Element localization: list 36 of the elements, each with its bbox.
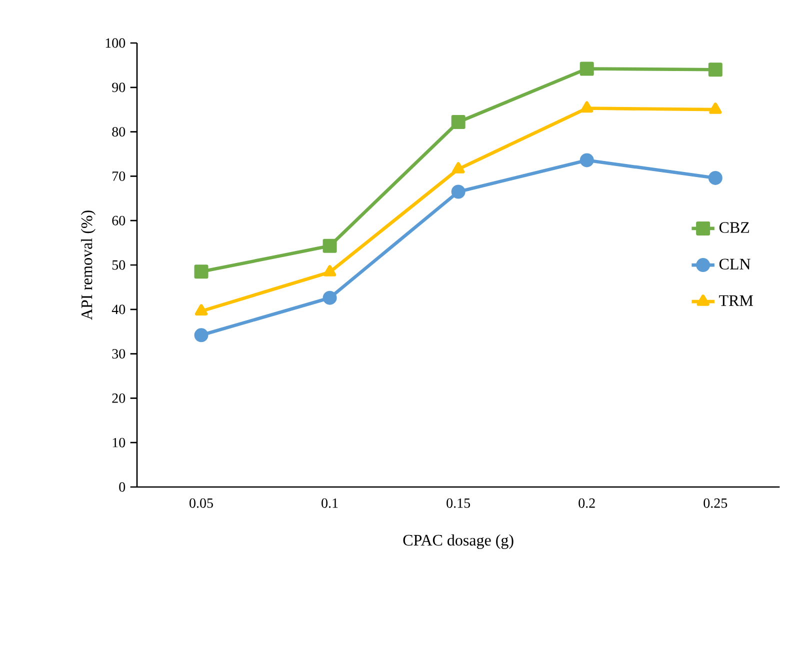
y-tick-label: 0: [119, 482, 126, 492]
point: [194, 328, 208, 342]
y-tick-label: 80: [112, 127, 126, 137]
point: [194, 304, 208, 316]
point: [580, 62, 594, 76]
point: [451, 184, 466, 199]
y-tick-label: 50: [112, 260, 126, 270]
y-tick-label: 10: [112, 438, 126, 448]
legend-label: CLN: [719, 258, 750, 270]
legend-label: CBZ: [719, 222, 750, 233]
x-tick-label: 0.15: [446, 498, 470, 508]
y-axis-title: API removal (%): [80, 210, 96, 320]
y-tick-label: 20: [112, 393, 126, 403]
point: [580, 101, 594, 113]
x-tick-label: 0.2: [578, 498, 595, 508]
point: [322, 238, 337, 253]
y-tick-label: 30: [112, 349, 126, 359]
y-tick-label: 90: [112, 82, 126, 92]
y-tick-label: 40: [112, 304, 126, 314]
point: [452, 162, 465, 174]
y-tick-label: 70: [112, 171, 126, 181]
y-tick-label: 60: [112, 216, 126, 226]
point: [580, 153, 594, 168]
y-tick-label: 100: [106, 38, 126, 48]
x-axis-title: CPAC dosage (g): [403, 534, 514, 549]
point: [708, 62, 722, 77]
x-tick-label: 0.1: [322, 498, 338, 508]
point: [324, 265, 336, 276]
x-tick-label: 0.25: [704, 498, 728, 508]
x-tick-label: 0.05: [190, 498, 213, 508]
legend-label: TRM: [719, 295, 753, 306]
point: [322, 290, 337, 305]
point: [451, 115, 466, 130]
point: [709, 102, 722, 114]
point: [194, 264, 208, 279]
point: [708, 170, 722, 185]
